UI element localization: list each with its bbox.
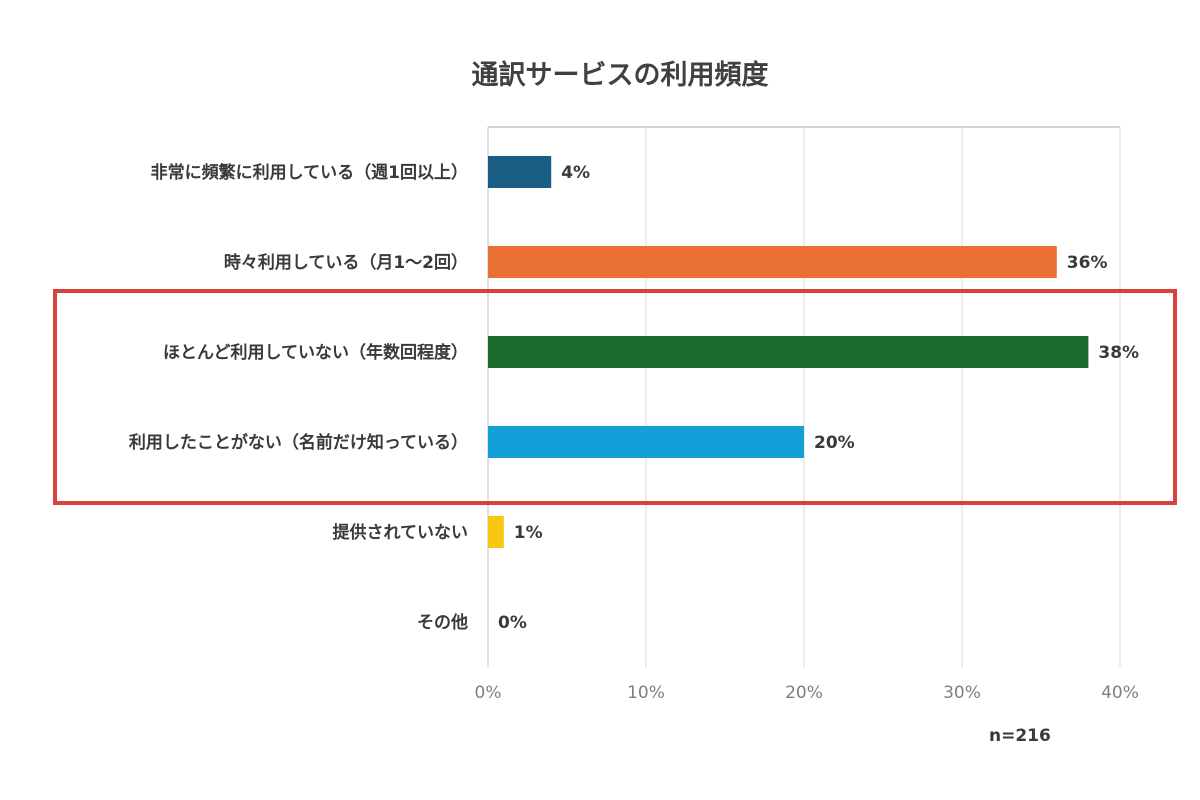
bar	[488, 246, 1057, 278]
category-label: 利用したことがない（名前だけ知っている）	[129, 432, 468, 453]
bar	[488, 156, 552, 188]
x-tick-label: 20%	[785, 683, 823, 703]
data-label: 20%	[814, 433, 855, 453]
gridlines	[487, 126, 1121, 667]
bar	[488, 426, 804, 458]
x-tick-label: 10%	[627, 683, 665, 703]
x-tick-label: 0%	[475, 683, 502, 703]
x-axis-ticks: 0% 10% 20% 30% 40%	[475, 683, 1139, 703]
chart-title: 通訳サービスの利用頻度	[472, 59, 769, 91]
category-label: ほとんど利用していない（年数回程度）	[163, 342, 468, 363]
x-tick-label: 30%	[943, 683, 981, 703]
highlight-box	[53, 289, 1177, 505]
data-label: 0%	[498, 613, 527, 633]
bar	[488, 516, 504, 548]
data-label: 1%	[514, 523, 543, 543]
data-label: 38%	[1098, 343, 1139, 363]
category-labels: 非常に頻繁に利用している（週1回以上） 時々利用している（月1〜2回） ほとんど利用…	[129, 162, 468, 633]
category-label: 非常に頻繁に利用している（週1回以上）	[151, 162, 468, 183]
data-label: 36%	[1067, 253, 1108, 273]
category-label: 時々利用している（月1〜2回）	[224, 252, 468, 273]
sample-size-note: n=216	[989, 726, 1051, 746]
data-labels: 4% 36% 38% 20% 1% 0%	[498, 163, 1139, 633]
bars	[488, 156, 1089, 548]
highlight-layer	[53, 289, 1177, 505]
category-label: 提供されていない	[333, 522, 469, 543]
bar	[488, 336, 1089, 368]
x-tick-label: 40%	[1101, 683, 1139, 703]
category-label: その他	[417, 612, 468, 633]
data-label: 4%	[561, 163, 590, 183]
